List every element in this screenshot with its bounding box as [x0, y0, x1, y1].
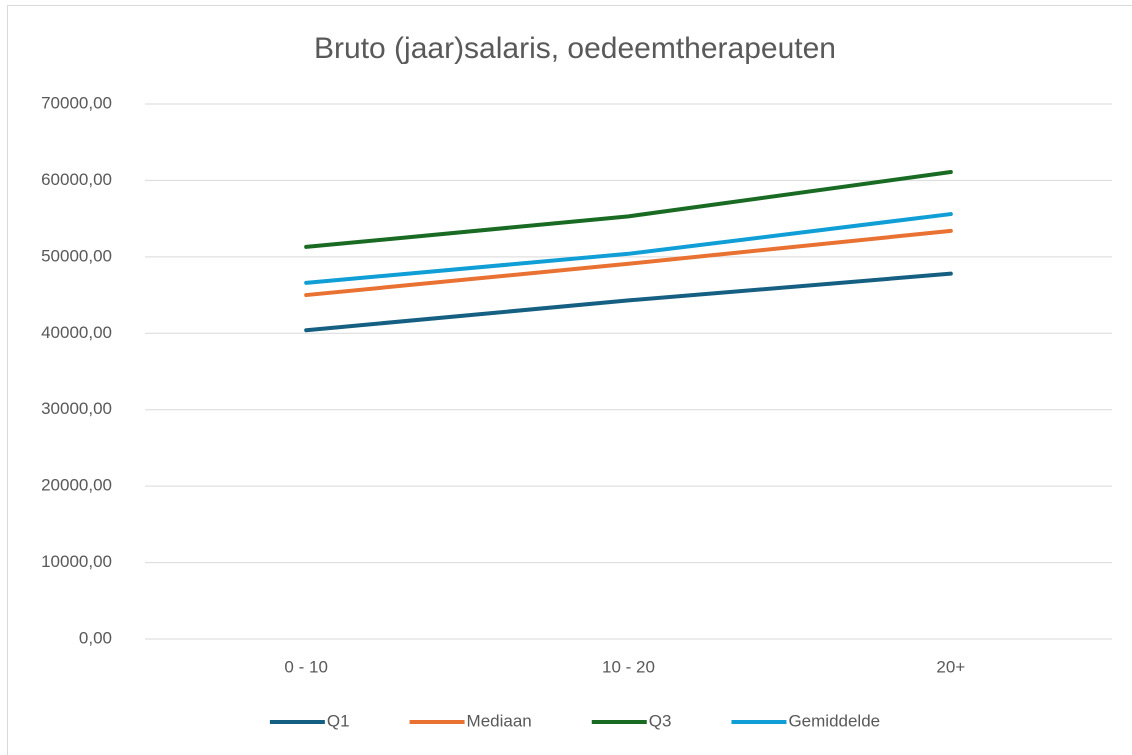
y-tick-label: 30000,00	[41, 399, 112, 418]
legend-label: Q1	[327, 711, 350, 730]
line-series	[304, 271, 953, 333]
line-series	[304, 170, 953, 249]
line-series	[304, 228, 953, 298]
x-tick-label: 20+	[936, 657, 965, 676]
y-tick-label: 40000,00	[41, 323, 112, 342]
legend-label: Mediaan	[467, 711, 532, 730]
legend-label: Gemiddelde	[788, 711, 880, 730]
y-tick-label: 60000,00	[41, 170, 112, 189]
chart-title: Bruto (jaar)salaris, oedeemtherapeuten	[314, 32, 836, 65]
legend-label: Q3	[649, 711, 672, 730]
x-tick-label: 10 - 20	[602, 657, 655, 676]
line-series	[304, 212, 953, 285]
y-tick-label: 50000,00	[41, 246, 112, 265]
y-tick-label: 20000,00	[41, 476, 112, 495]
x-tick-label: 0 - 10	[284, 657, 327, 676]
y-tick-label: 0,00	[79, 628, 112, 647]
y-tick-label: 10000,00	[41, 552, 112, 571]
chart-frame	[7, 5, 1132, 755]
y-tick-label: 70000,00	[41, 93, 112, 112]
